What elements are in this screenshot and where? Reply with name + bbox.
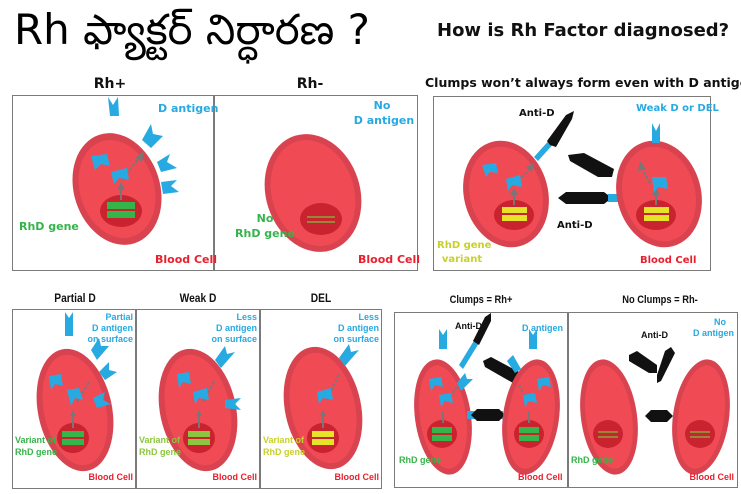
clumps-cell-left [414,313,491,475]
heading-partial-d: Partial D [54,291,96,305]
label-variant-gene-1: Variant of [15,435,57,445]
label-gene-variant-2: variant [441,254,483,265]
clump-test-illustration [414,313,730,475]
panel-divider [567,313,569,487]
label-variant-gene-2: RhD gene [263,447,306,457]
heading-clumps-rh-positive: Clumps = Rh+ [449,294,513,306]
panel-rh-types: D antigen RhD gene Blood Cell No D antig… [12,95,421,271]
label-weak-d-or-del: Weak D or DEL [636,103,719,114]
label-blood-cell: Blood Cell [212,472,258,482]
label-partial-2: D antigen [91,323,133,333]
rh-negative-cell [264,134,362,252]
label-variant-gene-2: RhD gene [15,447,58,457]
title-telugu: Rh ఫ్యాక్టర్ నిర్ధారణ ? [14,5,370,54]
label-less-1: Less [358,312,379,322]
variant-cell-right [616,123,702,248]
heading-rh-negative: Rh- [296,76,324,92]
no-clumps-cell-right [672,359,730,475]
label-blood-cell: Blood Cell [640,255,697,266]
label-blood-cell: Blood Cell [334,472,380,482]
label-blood-cell: Blood Cell [689,472,735,482]
panel-variants: Partial D antigen on surface Variant of … [12,309,382,489]
panel-divider [259,310,261,488]
label-blood-cell: Blood Cell [358,253,421,266]
label-no-antigen-1: No [373,99,391,112]
heading-del: DEL [310,291,332,305]
label-less-3: on surface [211,334,257,344]
label-gene-variant-1: RhD gene [437,240,492,251]
label-rhd-gene: RhD gene [19,220,79,233]
heading-no-clumps-rh-negative: No Clumps = Rh- [622,294,698,306]
label-no-gene-2: RhD gene [235,227,295,240]
label-no-gene-1: No [256,212,274,225]
weak-d-cell [158,346,241,472]
label-less-1: Less [236,312,257,322]
clumps-variant-illustration [463,111,702,248]
label-variant-gene-1: Variant of [263,435,305,445]
del-cell [283,344,363,470]
label-d-antigen: D antigen [158,102,219,115]
label-partial-1: Partial [105,312,133,322]
label-variant-gene-2: RhD gene [139,447,182,457]
label-blood-cell: Blood Cell [88,472,134,482]
label-no-antigen-2: D antigen [692,328,734,338]
title-english: How is Rh Factor diagnosed? [437,20,730,41]
clumps-cell-right [502,329,560,475]
heading-rh-positive: Rh+ [93,76,127,92]
label-anti-d-top: Anti-D [519,108,555,119]
label-partial-3: on surface [87,334,133,344]
partial-d-cell [36,312,117,472]
label-less-2: D antigen [337,323,379,333]
label-rhd-gene: RhD gene [399,455,442,465]
label-less-3: on surface [333,334,379,344]
label-anti-d-bottom: Anti-D [557,220,593,231]
label-blood-cell: Blood Cell [155,253,218,266]
variants-illustration [36,312,363,472]
heading-weak-d: Weak D [179,291,217,305]
panel-divider [213,96,215,270]
label-blood-cell: Blood Cell [518,472,563,482]
label-less-2: D antigen [215,323,257,333]
label-d-antigen: D antigen [522,323,564,333]
label-no-antigen-1: No [714,317,726,327]
label-rhd-gene: RhD gene [571,455,614,465]
rh-positive-cell [72,97,179,245]
panel-clump-test: Anti-D D antigen RhD gene Blood Cell Ant… [394,312,738,488]
label-anti-d: Anti-D [455,321,482,331]
panel-clumps-variant: Anti-D Anti-D Weak D or DEL RhD gene var… [433,96,719,271]
heading-clumps-variant: Clumps won’t always form even with D ant… [425,75,741,90]
variant-cell-left [463,111,574,248]
panel-divider [135,310,137,488]
label-variant-gene-1: Variant of [139,435,181,445]
no-clumps-cell-left [580,359,638,475]
rh-types-illustration [72,97,362,252]
label-anti-d: Anti-D [641,330,668,340]
label-no-antigen-2: D antigen [353,114,415,127]
